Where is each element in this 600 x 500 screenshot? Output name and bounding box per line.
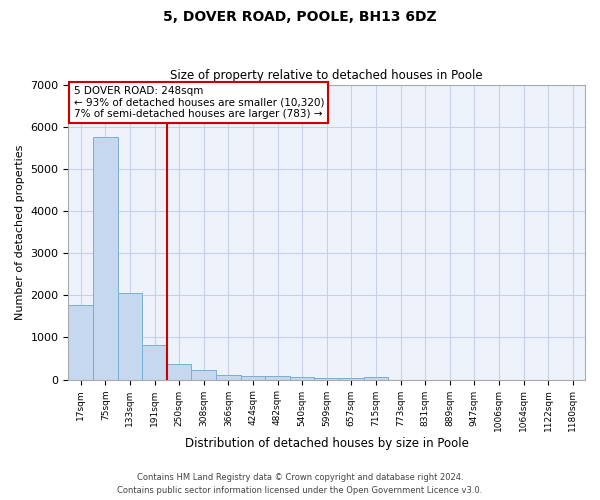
- Text: 5 DOVER ROAD: 248sqm
← 93% of detached houses are smaller (10,320)
7% of semi-de: 5 DOVER ROAD: 248sqm ← 93% of detached h…: [74, 86, 324, 119]
- Bar: [314, 378, 339, 380]
- Y-axis label: Number of detached properties: Number of detached properties: [15, 144, 25, 320]
- Bar: [290, 378, 314, 380]
- Bar: [167, 364, 191, 380]
- Bar: [142, 344, 167, 380]
- Title: Size of property relative to detached houses in Poole: Size of property relative to detached ho…: [170, 69, 483, 82]
- Bar: [93, 137, 118, 380]
- Bar: [191, 370, 216, 380]
- Bar: [265, 376, 290, 380]
- Bar: [68, 304, 93, 380]
- X-axis label: Distribution of detached houses by size in Poole: Distribution of detached houses by size …: [185, 437, 469, 450]
- Bar: [241, 376, 265, 380]
- Bar: [364, 378, 388, 380]
- Text: 5, DOVER ROAD, POOLE, BH13 6DZ: 5, DOVER ROAD, POOLE, BH13 6DZ: [163, 10, 437, 24]
- Bar: [216, 374, 241, 380]
- Text: Contains HM Land Registry data © Crown copyright and database right 2024.
Contai: Contains HM Land Registry data © Crown c…: [118, 474, 482, 495]
- Bar: [118, 293, 142, 380]
- Bar: [339, 378, 364, 380]
